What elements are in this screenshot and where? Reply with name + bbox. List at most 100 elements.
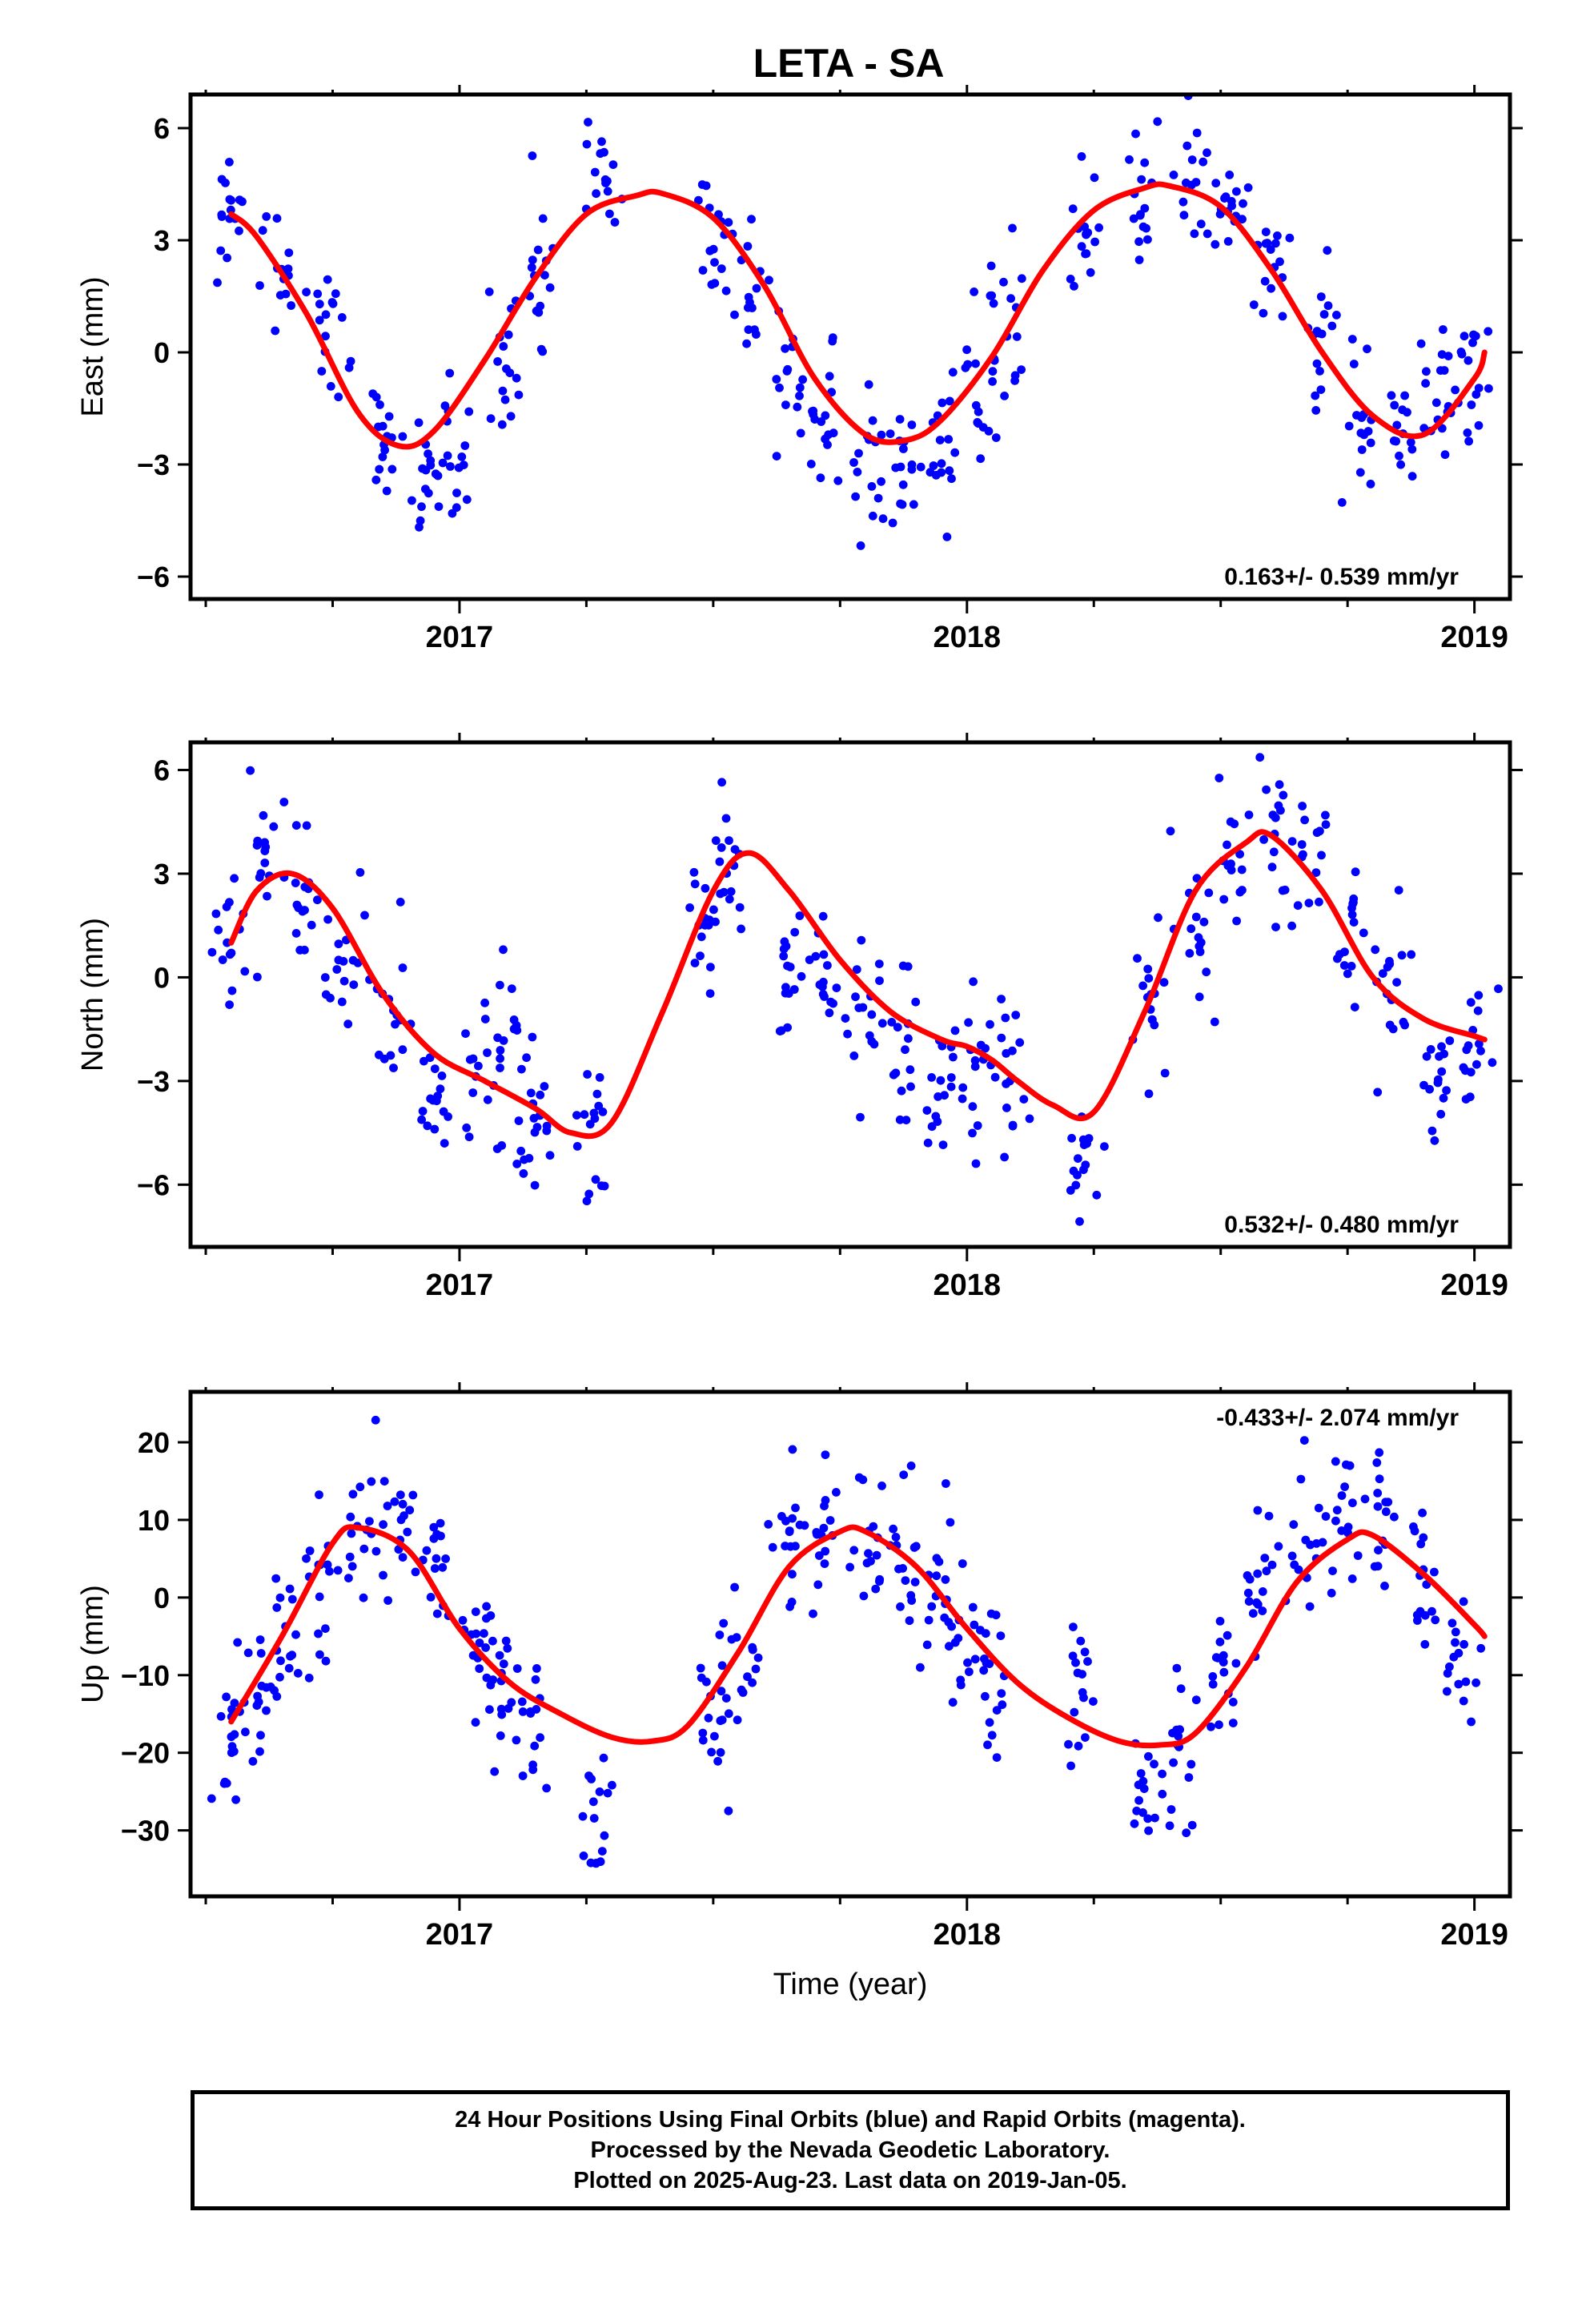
data-point xyxy=(854,1003,864,1012)
data-point xyxy=(443,451,452,460)
data-point xyxy=(1203,148,1211,158)
data-point xyxy=(359,1593,368,1602)
data-point xyxy=(325,1566,334,1576)
rate-label: 0.163+/- 0.539 mm/yr xyxy=(1224,564,1459,590)
data-point xyxy=(499,1659,508,1669)
data-point xyxy=(528,1032,537,1042)
data-point xyxy=(823,961,832,970)
data-point xyxy=(468,1088,478,1097)
data-point xyxy=(599,1753,608,1763)
y-tick-label: −30 xyxy=(121,1815,170,1848)
data-point xyxy=(326,993,335,1003)
data-point xyxy=(1150,1813,1159,1823)
data-point xyxy=(721,814,731,823)
data-point xyxy=(832,983,841,992)
data-point xyxy=(969,977,978,987)
data-point xyxy=(1260,276,1270,286)
data-point xyxy=(711,836,721,846)
data-point xyxy=(1068,1651,1078,1661)
data-point xyxy=(1427,1126,1437,1136)
model-curve xyxy=(228,1524,1488,1749)
data-point xyxy=(872,1550,881,1560)
data-point xyxy=(485,1705,494,1715)
data-point xyxy=(685,903,694,912)
data-point xyxy=(1294,1565,1303,1574)
data-point xyxy=(496,980,504,990)
data-point xyxy=(1199,157,1208,167)
data-point xyxy=(730,310,739,320)
data-point xyxy=(1227,201,1236,211)
data-point xyxy=(1442,1086,1451,1095)
y-tick-label: −10 xyxy=(121,1659,170,1692)
data-point xyxy=(1144,1826,1153,1835)
data-point xyxy=(1186,180,1196,190)
data-point xyxy=(344,363,354,372)
data-point xyxy=(1160,1068,1170,1078)
data-point xyxy=(1271,813,1280,822)
data-point xyxy=(715,857,725,866)
data-point xyxy=(499,342,508,351)
data-point xyxy=(851,492,860,501)
data-point xyxy=(431,469,440,479)
data-point xyxy=(1002,1049,1011,1058)
data-point xyxy=(1389,436,1399,445)
data-point xyxy=(536,301,545,311)
data-point xyxy=(806,460,816,468)
data-point xyxy=(851,992,860,1002)
data-point xyxy=(1194,933,1203,943)
data-point xyxy=(461,1029,470,1038)
data-point xyxy=(454,463,464,472)
data-point xyxy=(788,1514,797,1523)
data-point xyxy=(438,458,448,468)
data-point xyxy=(259,810,268,820)
data-point xyxy=(400,1511,408,1521)
data-point xyxy=(603,1788,612,1798)
data-point xyxy=(1451,1627,1460,1637)
data-point xyxy=(737,924,745,934)
data-point xyxy=(1187,155,1197,164)
data-point xyxy=(800,1521,809,1530)
data-point xyxy=(1312,327,1322,336)
data-point xyxy=(379,1520,387,1530)
data-point xyxy=(421,485,430,494)
data-point xyxy=(408,496,416,505)
data-point xyxy=(1347,1574,1357,1583)
data-point xyxy=(1474,991,1484,1000)
data-point xyxy=(339,957,348,966)
data-point xyxy=(781,1516,790,1526)
data-point xyxy=(1392,978,1401,987)
x-tick-label: 2017 xyxy=(426,1918,494,1952)
data-point xyxy=(321,1624,330,1633)
data-point xyxy=(481,1643,490,1652)
data-point xyxy=(279,798,289,806)
data-point xyxy=(1451,1638,1460,1647)
data-point xyxy=(1316,292,1326,301)
data-point xyxy=(1293,901,1303,911)
data-point xyxy=(1215,1637,1225,1647)
data-point xyxy=(398,1045,408,1055)
data-point xyxy=(922,1106,932,1115)
y-tick-label: −3 xyxy=(137,1065,170,1098)
data-point xyxy=(1166,1805,1176,1814)
data-point xyxy=(1086,267,1095,277)
data-point xyxy=(1275,257,1284,267)
data-point xyxy=(417,1115,426,1124)
data-point xyxy=(1347,335,1357,344)
data-point xyxy=(530,1180,540,1190)
data-point xyxy=(719,1618,729,1628)
data-point xyxy=(337,313,347,322)
data-point xyxy=(1182,1828,1191,1838)
data-point xyxy=(1089,1697,1098,1707)
data-point xyxy=(497,1141,507,1150)
data-point xyxy=(935,436,945,444)
data-point xyxy=(457,452,467,461)
data-point xyxy=(1075,1216,1084,1226)
data-point xyxy=(272,214,282,223)
data-point xyxy=(1327,321,1337,331)
data-point xyxy=(337,997,347,1007)
data-point xyxy=(482,1614,491,1623)
data-point xyxy=(1347,910,1357,919)
data-point xyxy=(963,1658,972,1667)
data-point xyxy=(517,1064,526,1074)
y-axis-label: North (mm) xyxy=(76,918,110,1072)
